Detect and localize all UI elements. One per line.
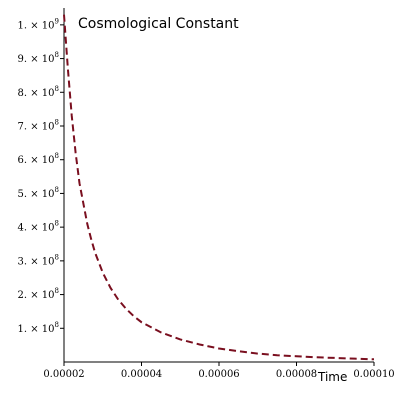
y-tick-label: 4. × 108 bbox=[18, 220, 59, 234]
y-axis-ticks: 1. × 108 2. × 108 3. × 108 4. × 108 5. × 108… bbox=[18, 17, 64, 335]
y-tick-label: 5. × 108 bbox=[18, 186, 59, 200]
y-tick-label: 1. × 109 bbox=[18, 17, 59, 31]
y-tick-label: 9. × 108 bbox=[18, 51, 59, 65]
y-tick-label: 6. × 108 bbox=[18, 152, 59, 166]
x-tick-label: 0.00004 bbox=[121, 369, 162, 380]
x-axis-ticks: 0.00002 0.00004 0.00006 0.00008 0.00010 bbox=[43, 362, 395, 380]
y-tick-label: 8. × 108 bbox=[18, 85, 59, 99]
x-tick-label: 0.00010 bbox=[353, 369, 394, 380]
series-line bbox=[63, 14, 375, 361]
chart-title: Cosmological Constant bbox=[78, 16, 239, 32]
y-tick-label: 3. × 108 bbox=[18, 253, 59, 267]
x-tick-label: 0.00002 bbox=[43, 369, 84, 380]
x-tick-label: 0.00006 bbox=[198, 369, 239, 380]
y-tick-label: 7. × 108 bbox=[18, 119, 59, 133]
x-tick-label: 0.00008 bbox=[276, 369, 317, 380]
y-tick-label: 1. × 108 bbox=[18, 321, 59, 335]
y-tick-label: 2. × 108 bbox=[18, 287, 59, 301]
x-axis-label: Time bbox=[317, 370, 347, 384]
